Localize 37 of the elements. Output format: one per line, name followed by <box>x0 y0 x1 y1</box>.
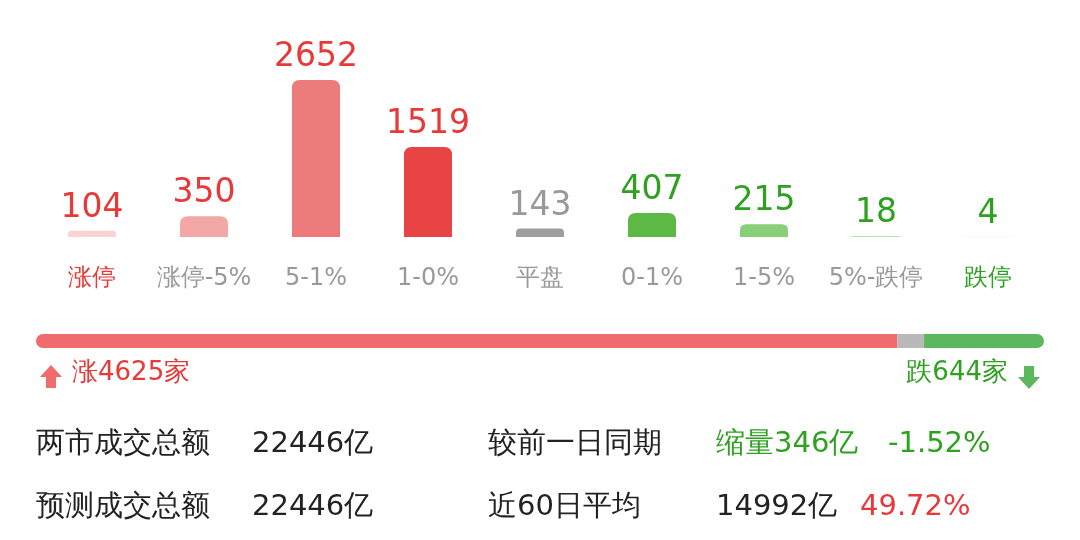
text: 22446亿 <box>252 488 374 522</box>
data-label: 407 <box>620 167 684 207</box>
text: 缩量346亿 <box>716 425 859 459</box>
data-label: 18 <box>855 190 897 230</box>
bar <box>404 147 452 237</box>
x-tick-label: 涨停-5% <box>156 263 252 291</box>
x-tick-label: 0-1% <box>620 263 684 291</box>
text: 22446亿 <box>252 425 374 459</box>
x-tick-label: 1-5% <box>732 263 796 291</box>
data-label: 4 <box>977 191 999 231</box>
text: -1.52% <box>888 425 991 459</box>
text: 预测成交总额 <box>36 488 210 522</box>
bar <box>180 216 228 237</box>
x-tick-label: 跌停 <box>964 263 1012 291</box>
x-tick-label: 涨停 <box>68 263 116 291</box>
x-tick-label: 平盘 <box>516 263 564 291</box>
x-tick-label: 5-1% <box>284 263 348 291</box>
data-label: 跌644家 <box>906 356 1008 386</box>
bar <box>292 80 340 237</box>
data-label: 1519 <box>386 102 470 142</box>
text: 较前一日同期 <box>488 425 662 459</box>
data-label: 涨4625家 <box>72 356 191 386</box>
text: 49.72% <box>860 488 971 522</box>
text: 两市成交总额 <box>36 425 210 459</box>
bar <box>628 212 676 237</box>
bar <box>68 230 116 237</box>
x-tick-label: 5%-跌停 <box>828 263 924 291</box>
bar <box>516 228 564 237</box>
data-label: 143 <box>508 183 572 223</box>
text: 14992亿 <box>716 488 838 522</box>
data-label: 2652 <box>274 35 358 74</box>
x-tick-label: 1-0% <box>396 263 460 291</box>
data-label: 215 <box>732 179 796 219</box>
bar <box>740 224 788 237</box>
text: 近60日平均 <box>488 488 641 522</box>
data-label: 104 <box>60 185 124 225</box>
data-label: 350 <box>172 171 236 211</box>
